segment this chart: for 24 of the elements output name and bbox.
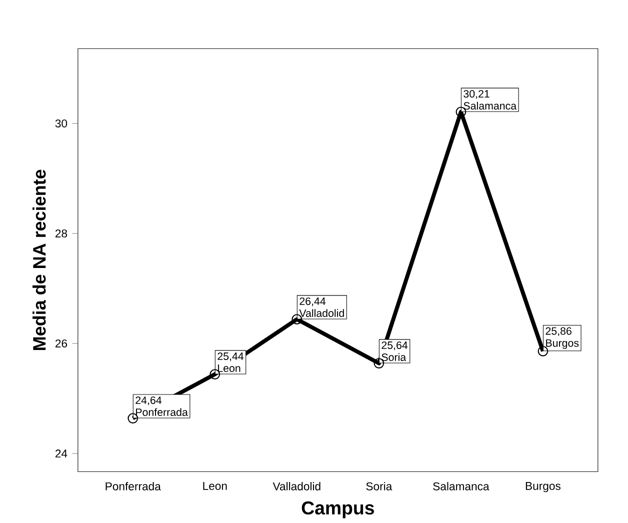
data-label: 25,64 <box>382 342 408 350</box>
data-label: 25,44 <box>218 352 244 362</box>
x-tick-label: Burgos <box>526 482 560 492</box>
x-axis-title: Campus <box>302 501 374 518</box>
category-label: Salamanca <box>464 102 517 110</box>
category-label: Burgos <box>546 340 579 350</box>
x-tick-label: Ponferrada <box>106 482 161 491</box>
y-axis-title: Media de NA reciente <box>32 170 46 350</box>
data-label: 26,44 <box>300 298 326 306</box>
y-tick-label: 28 <box>55 230 68 238</box>
x-tick-label: Valladolid <box>272 482 320 491</box>
data-label: 24,64 <box>136 396 162 406</box>
data-label: 30,21 <box>464 90 490 100</box>
category-label: Leon <box>218 364 240 372</box>
x-tick-label: Soria <box>366 482 392 491</box>
category-label: Soria <box>382 353 406 362</box>
y-tick-label: 24 <box>55 450 68 458</box>
category-label: Ponferrada <box>136 408 188 416</box>
x-tick-label: Leon <box>203 482 227 490</box>
y-tick-label: 26 <box>55 340 68 348</box>
data-label: 25,86 <box>546 327 572 336</box>
y-tick-label: 30 <box>55 120 68 128</box>
category-label: Valladolid <box>299 309 344 318</box>
x-tick-label: Salamanca <box>433 482 490 491</box>
